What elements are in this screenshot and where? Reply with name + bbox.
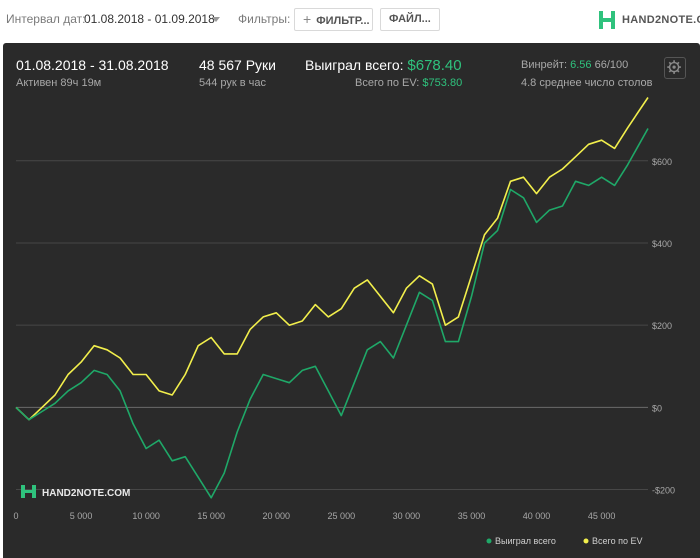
logo-text: HAND2NOTE.COM — [622, 14, 700, 26]
filter-button-label: ФИЛЬТР... — [316, 15, 370, 27]
y-tick-label: $400 — [652, 239, 672, 249]
x-tick-label: 40 000 — [523, 511, 551, 521]
avg-tables: 4.8 среднее число столов — [521, 77, 653, 89]
ev-total-label: Всего по EV: — [355, 77, 420, 89]
plus-icon: + — [303, 11, 312, 27]
y-tick-label: $200 — [652, 321, 672, 331]
ev-total-value: $753.80 — [422, 77, 463, 89]
legend-marker — [583, 538, 589, 544]
won-total-value: $678.40 — [407, 57, 462, 74]
active-time: Активен 89ч 19м — [16, 77, 102, 89]
settings-button[interactable] — [664, 57, 686, 79]
x-tick-label: 45 000 — [588, 511, 616, 521]
legend-marker — [486, 538, 492, 544]
watermark-logo-bar — [25, 490, 32, 493]
x-tick-label: 0 — [13, 511, 18, 521]
toolbar: Интервал дат: 01.08.2018 - 01.09.2018 Фи… — [0, 0, 700, 40]
series-line-won — [15, 128, 649, 499]
watermark: HAND2NOTE.COM — [21, 485, 130, 499]
winrate-extra: 66/100 — [594, 59, 629, 71]
date-range-label: Интервал дат: — [6, 12, 86, 26]
winrate-label: Винрейт: — [521, 59, 568, 71]
stats-panel — [3, 43, 700, 558]
won-total: Выиграл всего: $678.40 — [305, 57, 462, 74]
filters-label: Фильтры: — [238, 12, 291, 26]
x-tick-label: 30 000 — [393, 511, 421, 521]
file-button-label: ФАЙЛ... — [389, 13, 431, 25]
ev-total: Всего по EV: $753.80 — [355, 77, 462, 89]
series-line-ev — [15, 97, 649, 421]
y-tick-label: $0 — [652, 403, 662, 413]
date-range-select[interactable]: 01.08.2018 - 01.09.2018 — [84, 12, 215, 26]
winrate: Винрейт: 6.56 66/100 — [521, 59, 628, 71]
y-tick-label: -$200 — [652, 486, 675, 496]
hands-per-hour: 544 рук в час — [199, 77, 267, 89]
x-tick-label: 25 000 — [328, 511, 356, 521]
period-range: 01.08.2018 - 31.08.2018 — [16, 57, 169, 73]
hands-count: 48 567 Руки — [199, 57, 276, 73]
gear-icon — [667, 60, 681, 74]
watermark-logo-right — [32, 485, 36, 498]
x-tick-label: 15 000 — [197, 511, 225, 521]
chevron-down-icon[interactable] — [212, 17, 220, 22]
winrate-value: 6.56 — [570, 59, 592, 71]
legend-label: Выиграл всего — [495, 536, 556, 546]
watermark-text: HAND2NOTE.COM — [42, 488, 130, 499]
file-button[interactable]: ФАЙЛ... — [380, 8, 440, 31]
x-tick-label: 10 000 — [132, 511, 160, 521]
x-tick-label: 35 000 — [458, 511, 486, 521]
x-tick-label: 20 000 — [262, 511, 290, 521]
legend-label: Всего по EV — [592, 536, 642, 546]
y-tick-label: $600 — [652, 157, 672, 167]
hand2note-logo-icon — [599, 11, 615, 29]
won-total-label: Выиграл всего: — [305, 57, 404, 73]
x-tick-label: 5 000 — [70, 511, 93, 521]
watermark-logo-left — [21, 485, 25, 498]
filter-button[interactable]: + ФИЛЬТР... — [294, 8, 373, 31]
